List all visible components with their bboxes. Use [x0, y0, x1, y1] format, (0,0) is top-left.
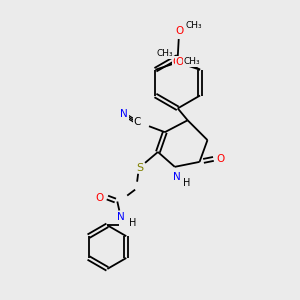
Text: S: S: [136, 163, 144, 173]
Text: H: H: [130, 218, 137, 228]
Text: N: N: [120, 109, 128, 119]
Text: O: O: [95, 193, 104, 202]
Text: H: H: [183, 178, 190, 188]
Text: O: O: [172, 57, 180, 67]
Text: CH₃: CH₃: [185, 21, 202, 30]
Text: O: O: [175, 57, 183, 67]
Text: C: C: [134, 117, 141, 127]
Text: CH₃: CH₃: [156, 50, 173, 58]
Text: CH₃: CH₃: [184, 57, 200, 66]
Text: N: N: [117, 212, 125, 222]
Text: O: O: [216, 154, 224, 164]
Text: O: O: [176, 26, 184, 36]
Text: N: N: [173, 172, 181, 182]
